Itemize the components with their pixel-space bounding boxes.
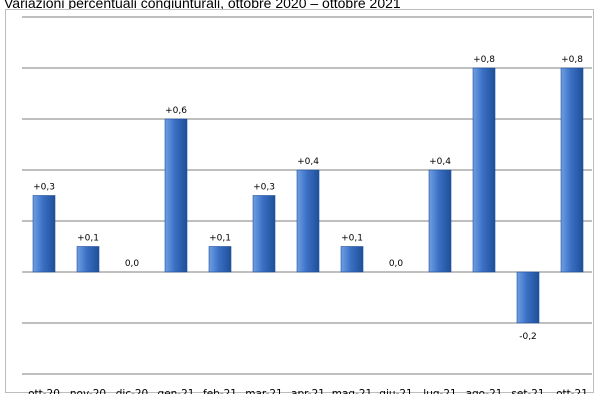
x-tick-dic-20: dic-20 — [116, 388, 149, 394]
bar-apr-21 — [296, 169, 320, 273]
x-tick-ago-21: ago-21 — [466, 388, 503, 394]
data-label-feb-21: +0,1 — [209, 234, 231, 244]
data-label-mar-21: +0,3 — [253, 183, 275, 193]
x-tick-lug-21: lug-21 — [423, 388, 456, 394]
bar-mag-21 — [340, 246, 364, 273]
data-label-giu-21: 0,0 — [389, 259, 404, 269]
data-label-ago-21: +0,8 — [473, 55, 495, 65]
grid-lines — [22, 16, 592, 375]
x-tick-ott-21: ott-21 — [556, 388, 588, 394]
chart-title: Variazioni percentuali congiunturali, ot… — [4, 0, 401, 11]
x-tick-nov-20: nov-20 — [70, 388, 106, 394]
data-label-mag-21: +0,1 — [341, 234, 363, 244]
bar-nov-20 — [76, 246, 100, 273]
data-label-ott-21: +0,8 — [561, 55, 583, 65]
x-tick-gen-21: gen-21 — [158, 388, 195, 394]
x-tick-feb-21: feb-21 — [203, 388, 237, 394]
bar-gen-21 — [164, 118, 188, 273]
x-tick-mar-21: mar-21 — [245, 388, 282, 394]
data-label-nov-20: +0,1 — [77, 234, 99, 244]
x-tick-mag-21: mag-21 — [332, 388, 372, 394]
x-tick-ott-20: ott-20 — [28, 388, 60, 394]
data-label-lug-21: +0,4 — [429, 157, 451, 167]
bar-feb-21 — [208, 246, 232, 273]
x-tick-set-21: set-21 — [511, 388, 544, 394]
data-label-ott-20: +0,3 — [33, 183, 55, 193]
bar-set-21 — [516, 271, 540, 324]
data-labels: +0,3 +0,1 0,0 +0,6 +0,1 +0,3 +0,4 +0,1 0,0 +0,4 +0… — [33, 55, 583, 342]
data-label-set-21: -0,2 — [519, 332, 537, 342]
x-tick-apr-21: apr-21 — [291, 388, 325, 394]
bar-ago-21 — [472, 67, 496, 273]
data-label-dic-20: 0,0 — [125, 259, 140, 269]
bar-mar-21 — [252, 195, 276, 273]
data-label-apr-21: +0,4 — [297, 157, 319, 167]
data-label-gen-21: +0,6 — [165, 106, 187, 116]
bars — [32, 67, 584, 324]
bar-ott-20 — [32, 195, 56, 273]
x-tick-labels: ott-20 nov-20 dic-20 gen-21 feb-21 mar-21 apr-… — [28, 388, 588, 394]
bar-lug-21 — [428, 169, 452, 273]
x-tick-giu-21: giu-21 — [379, 388, 412, 394]
bar-ott-21 — [560, 67, 584, 273]
